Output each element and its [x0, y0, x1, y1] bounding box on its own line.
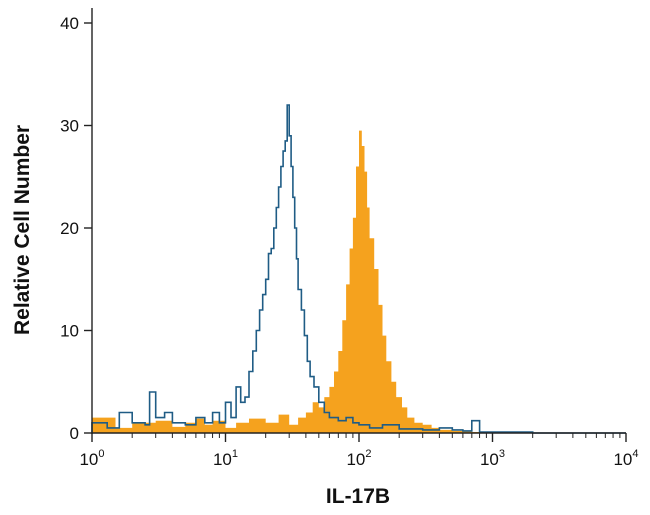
- series-0-filled-histogram: [92, 130, 626, 433]
- x-tick-label: 103: [480, 448, 505, 469]
- x-tick-base: 10: [346, 450, 365, 469]
- x-tick-exponent: 3: [499, 448, 505, 460]
- y-axis-title: Relative Cell Number: [11, 125, 34, 335]
- y-tick-label: 20: [60, 219, 79, 238]
- x-tick-base: 10: [213, 450, 232, 469]
- plot-area: [91, 104, 626, 434]
- y-tick-label: 40: [60, 14, 79, 33]
- x-tick-base: 10: [480, 450, 499, 469]
- y-ticks: 0 10 20 30 40: [60, 14, 92, 443]
- x-tick-exponent: 4: [632, 448, 638, 460]
- x-tick-base: 10: [79, 450, 98, 469]
- x-tick-label: 100: [79, 448, 104, 469]
- y-tick-label: 0: [70, 424, 79, 443]
- x-tick-exponent: 1: [232, 448, 238, 460]
- x-tick-label: 101: [213, 448, 238, 469]
- y-tick-label: 10: [60, 322, 79, 341]
- x-ticks: 100 101 102 103 104: [79, 433, 639, 469]
- series-1-outline-histogram: [91, 104, 626, 434]
- y-tick-label: 30: [60, 117, 79, 136]
- x-tick-base: 10: [613, 450, 632, 469]
- x-tick-exponent: 0: [98, 448, 104, 460]
- x-tick-exponent: 2: [365, 448, 371, 460]
- x-tick-label: 104: [613, 448, 638, 469]
- x-tick-label: 102: [346, 448, 371, 469]
- x-axis-title: IL-17B: [326, 485, 390, 508]
